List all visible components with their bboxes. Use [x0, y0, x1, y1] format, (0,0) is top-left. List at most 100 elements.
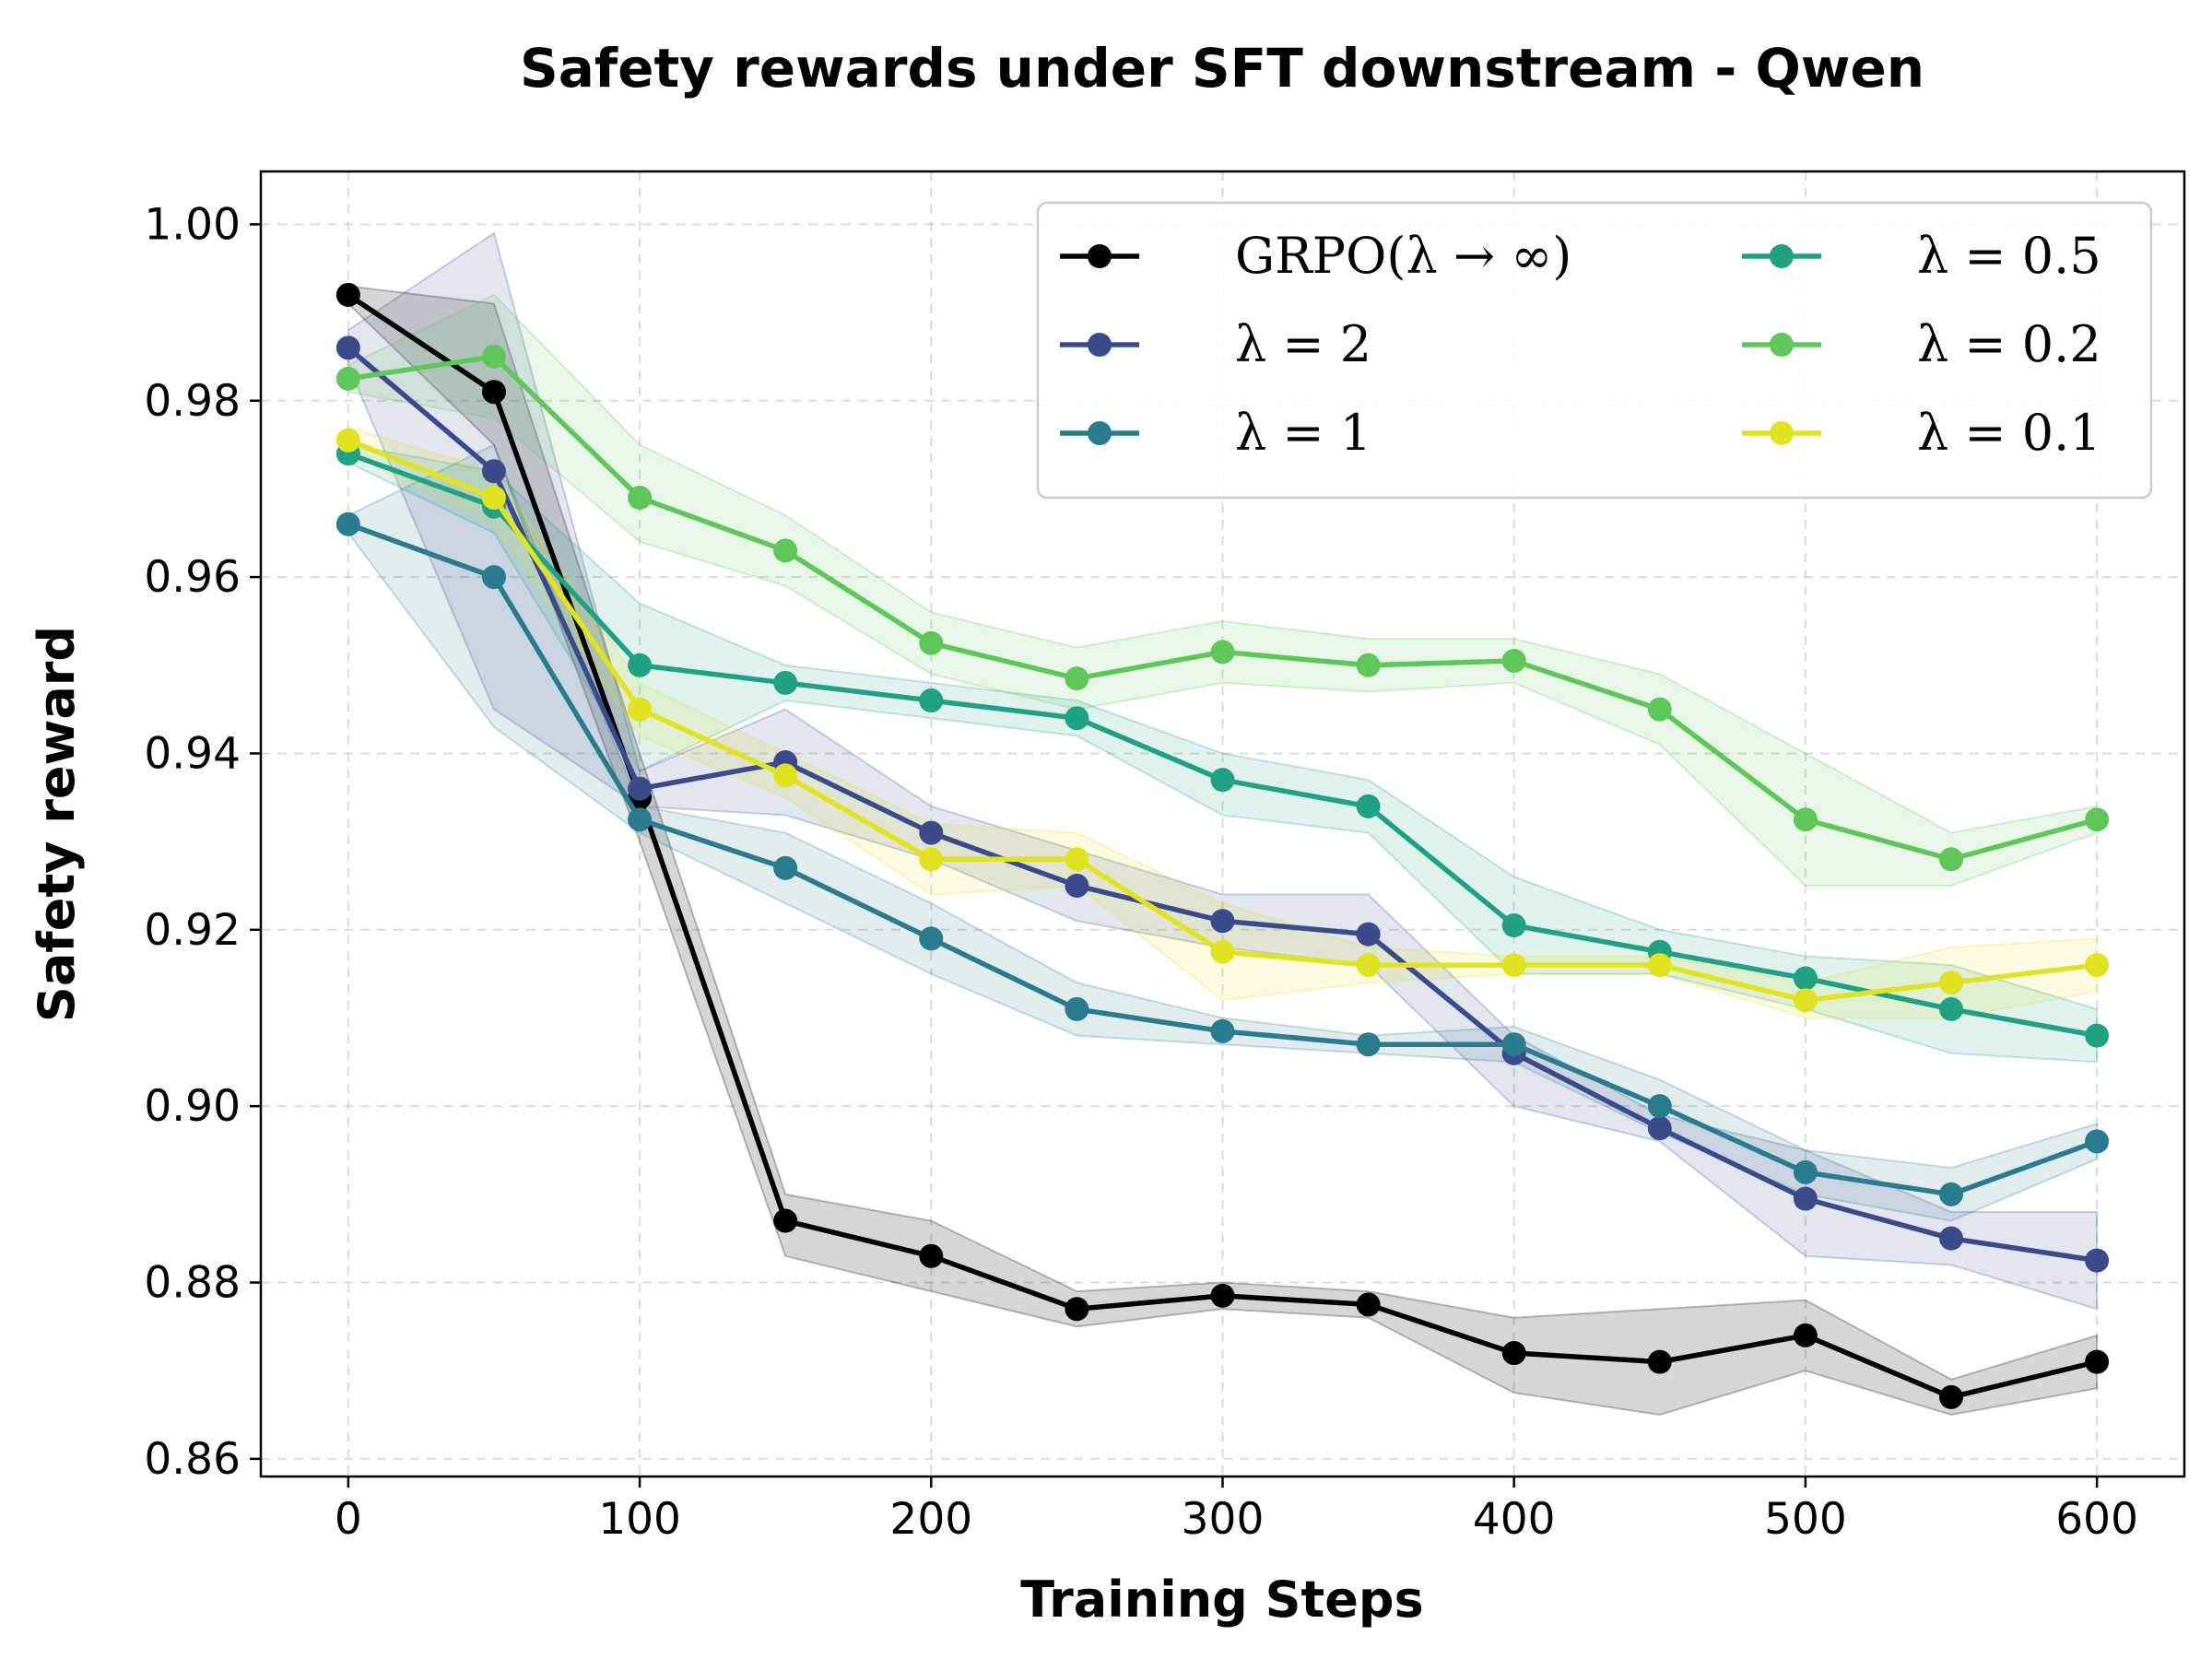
x-tick-label: 500	[1764, 1494, 1847, 1545]
data-point	[1356, 1032, 1381, 1057]
data-point	[1647, 953, 1672, 978]
data-point	[2085, 1349, 2110, 1374]
data-point	[919, 926, 944, 951]
data-point	[1793, 1186, 1818, 1211]
data-point	[773, 1208, 798, 1233]
data-point	[1939, 971, 1964, 995]
y-tick-label: 0.88	[144, 1258, 241, 1309]
confidence-band	[347, 231, 2099, 1311]
data-point	[1793, 1159, 1818, 1184]
data-point	[2085, 1248, 2110, 1273]
data-point	[1939, 847, 1964, 872]
x-tick-label: 400	[1473, 1494, 1556, 1545]
legend-label: λ = 0.5	[1917, 227, 2101, 285]
data-point	[773, 763, 798, 788]
data-point	[2085, 1023, 2110, 1048]
data-point	[1065, 1297, 1089, 1322]
data-point	[628, 776, 653, 801]
data-point	[335, 282, 360, 307]
data-point	[1065, 873, 1089, 898]
data-point	[1065, 706, 1089, 731]
series-lines	[335, 282, 2110, 1409]
data-point	[1356, 653, 1381, 677]
data-point	[1210, 1018, 1235, 1043]
data-point	[1939, 996, 1964, 1021]
x-tick-label: 0	[335, 1494, 362, 1545]
data-point	[2085, 953, 2110, 978]
data-point	[919, 630, 944, 655]
data-point	[2085, 1129, 2110, 1154]
data-point	[773, 538, 798, 563]
data-point	[1501, 953, 1526, 978]
legend-label: λ = 1	[1235, 404, 1371, 462]
chart-title: Safety rewards under SFT downstream - Qw…	[520, 37, 1924, 100]
x-tick-label: 100	[598, 1494, 681, 1545]
data-point	[1793, 1323, 1818, 1347]
y-axis-label: Safety reward	[28, 626, 86, 1022]
data-point	[335, 428, 360, 453]
data-point	[1210, 640, 1235, 665]
legend-swatch-marker	[1770, 244, 1794, 268]
data-point	[773, 670, 798, 695]
confidence-band	[347, 293, 2099, 887]
data-point	[1356, 922, 1381, 947]
data-point	[1793, 966, 1818, 991]
data-point	[628, 486, 653, 510]
legend-swatch-marker	[1770, 421, 1794, 445]
x-axis-ticks: 0 100 200 300 400 500 600	[335, 1477, 2138, 1545]
data-point	[919, 847, 944, 872]
data-point	[335, 335, 360, 360]
y-tick-label: 0.94	[144, 728, 241, 779]
x-tick-label: 600	[2055, 1494, 2138, 1545]
data-point	[2085, 807, 2110, 832]
data-point	[1210, 1283, 1235, 1308]
confidence-band	[347, 443, 2099, 1064]
data-point	[919, 1243, 944, 1268]
x-tick-label: 200	[889, 1494, 972, 1545]
data-point	[481, 459, 506, 484]
data-point	[1939, 1384, 1964, 1409]
legend-swatch-marker	[1088, 244, 1112, 268]
data-point	[628, 653, 653, 677]
data-point	[1647, 1116, 1672, 1141]
data-point	[1065, 666, 1089, 691]
data-point	[1939, 1226, 1964, 1251]
data-point	[1501, 1341, 1526, 1366]
data-point	[1647, 697, 1672, 722]
legend-swatch-marker	[1088, 333, 1112, 357]
confidence-band	[347, 426, 2099, 1019]
y-tick-label: 0.90	[144, 1081, 241, 1132]
legend-label: λ = 2	[1235, 315, 1371, 373]
data-point	[335, 512, 360, 536]
legend-label: GRPO(λ → ∞)	[1235, 227, 1571, 285]
legend-label: λ = 0.1	[1917, 404, 2101, 462]
confidence-bands	[347, 231, 2099, 1417]
data-point	[335, 366, 360, 391]
data-point	[1065, 847, 1089, 872]
y-tick-label: 0.98	[144, 376, 241, 427]
y-tick-label: 0.86	[144, 1434, 241, 1485]
data-point	[481, 565, 506, 590]
y-axis-ticks: 0.86 0.88 0.90 0.92 0.94 0.96 0.98 1.00	[144, 199, 261, 1485]
data-point	[1210, 768, 1235, 793]
y-tick-label: 0.96	[144, 552, 241, 603]
x-axis-label: Training Steps	[1020, 1571, 1423, 1629]
data-point	[1647, 1094, 1672, 1119]
confidence-band	[347, 443, 2099, 1222]
data-point	[481, 486, 506, 510]
confidence-band	[347, 285, 2099, 1417]
legend-label: λ = 0.2	[1917, 315, 2101, 373]
data-point	[628, 697, 653, 722]
legend-swatch-marker	[1088, 421, 1112, 445]
data-point	[481, 380, 506, 405]
data-point	[628, 807, 653, 832]
legend: GRPO(λ → ∞) λ = 2 λ = 1 λ = 0.5 λ = 0.2 λ = 0…	[1036, 201, 2153, 500]
data-point	[1647, 1349, 1672, 1374]
data-point	[1356, 953, 1381, 978]
data-point	[919, 820, 944, 845]
y-tick-label: 0.92	[144, 905, 241, 956]
data-point	[773, 855, 798, 880]
data-point	[1065, 996, 1089, 1021]
data-point	[1501, 649, 1526, 673]
